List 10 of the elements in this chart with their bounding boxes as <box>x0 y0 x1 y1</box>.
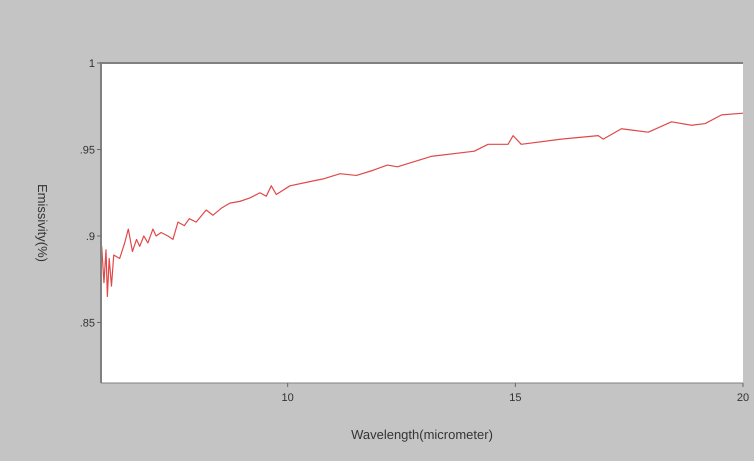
x-axis-title: Wavelength(micrometer) <box>351 427 493 442</box>
x-tick-label: 15 <box>509 392 522 404</box>
line-series <box>101 112 743 298</box>
y-tick-label: .95 <box>80 144 95 156</box>
y-axis-title: Emissivity(%) <box>35 184 50 262</box>
y-tick-label: .9 <box>86 230 95 243</box>
y-tick-label: 1 <box>88 58 95 70</box>
y-tick-label: .85 <box>80 317 95 330</box>
x-tick-label: 10 <box>282 392 294 404</box>
x-tick-label: 20 <box>736 392 750 404</box>
